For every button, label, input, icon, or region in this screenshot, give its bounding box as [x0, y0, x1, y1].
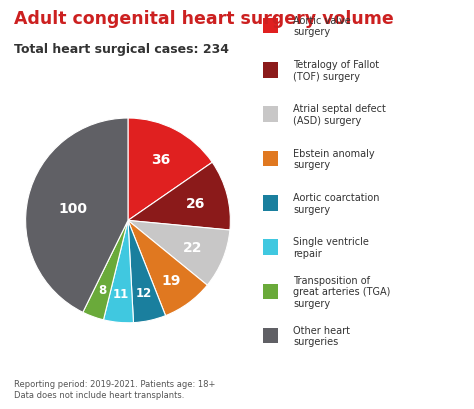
Wedge shape	[128, 163, 230, 230]
Text: 12: 12	[136, 286, 152, 299]
Wedge shape	[128, 221, 165, 323]
Text: Aortic valve
surgery: Aortic valve surgery	[293, 16, 351, 37]
Text: Ebstein anomaly
surgery: Ebstein anomaly surgery	[293, 148, 374, 170]
Wedge shape	[103, 221, 134, 323]
Wedge shape	[83, 221, 128, 320]
Wedge shape	[128, 119, 212, 221]
Text: Reporting period: 2019-2021. Patients age: 18+
Data does not include heart trans: Reporting period: 2019-2021. Patients ag…	[14, 379, 216, 399]
Text: 19: 19	[162, 273, 181, 287]
Text: Single ventricle
repair: Single ventricle repair	[293, 237, 369, 258]
Text: Adult congenital heart surgery volume: Adult congenital heart surgery volume	[14, 10, 394, 28]
Text: Other heart
surgeries: Other heart surgeries	[293, 325, 350, 346]
Text: Atrial septal defect
(ASD) surgery: Atrial septal defect (ASD) surgery	[293, 104, 386, 126]
Text: 100: 100	[59, 201, 88, 215]
Text: 36: 36	[151, 153, 170, 166]
Text: 11: 11	[113, 288, 129, 301]
Text: 26: 26	[186, 196, 205, 210]
Text: Tetralogy of Fallot
(TOF) surgery: Tetralogy of Fallot (TOF) surgery	[293, 60, 379, 81]
Wedge shape	[128, 221, 230, 285]
Text: Aortic coarctation
surgery: Aortic coarctation surgery	[293, 193, 379, 214]
Text: Transposition of
great arteries (TGA)
surgery: Transposition of great arteries (TGA) su…	[293, 275, 390, 308]
Wedge shape	[26, 119, 128, 312]
Text: Total heart surgical cases: 234: Total heart surgical cases: 234	[14, 43, 229, 56]
Wedge shape	[128, 221, 207, 316]
Text: 22: 22	[182, 240, 202, 254]
Text: 8: 8	[99, 283, 107, 297]
